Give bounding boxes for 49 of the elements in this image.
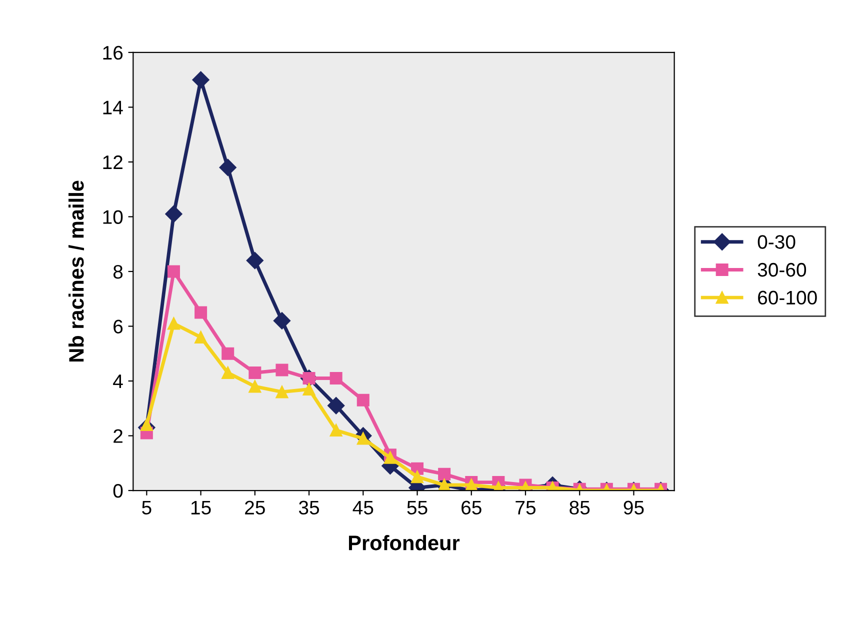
x-tick-label: 15 <box>191 500 211 515</box>
y-tick-label: 14 <box>103 100 123 114</box>
point <box>411 470 424 484</box>
point <box>248 366 262 380</box>
point <box>465 478 478 491</box>
point <box>328 397 345 414</box>
point <box>276 386 288 398</box>
y-tick-label: 16 <box>103 46 123 60</box>
point <box>194 330 208 344</box>
point <box>192 71 210 88</box>
point <box>167 265 180 278</box>
y-tick-label: 0 <box>113 484 123 498</box>
point <box>276 364 288 376</box>
point <box>219 158 236 176</box>
x-tick-label: 75 <box>516 500 536 515</box>
y-tick-label: 6 <box>114 320 123 334</box>
point <box>248 380 262 393</box>
point <box>384 451 396 464</box>
point <box>165 205 182 223</box>
x-tick-label: 5 <box>142 500 152 515</box>
point <box>246 252 264 270</box>
point <box>356 394 370 406</box>
x-tick-label: 45 <box>352 500 374 515</box>
point <box>222 347 234 360</box>
x-axis-title: Profondeur <box>348 535 460 550</box>
point <box>222 366 234 380</box>
x-tick-label: 35 <box>298 500 320 515</box>
x-tick-label: 85 <box>570 500 590 515</box>
point <box>194 306 208 319</box>
y-tick-label: 4 <box>113 374 123 388</box>
x-tick-label: 25 <box>245 500 265 515</box>
x-tick-label: 65 <box>462 500 482 515</box>
point <box>330 372 342 385</box>
legend-label: 60-100 <box>758 290 817 305</box>
point <box>273 312 291 330</box>
x-tick-label: 55 <box>407 500 428 515</box>
point <box>330 424 342 437</box>
point <box>140 418 153 432</box>
point <box>167 317 180 330</box>
y-axis-title: Nb racines / maille <box>68 180 84 362</box>
y-tick-label: 8 <box>113 264 123 279</box>
point <box>302 382 316 396</box>
legend-label: 30-60 <box>758 262 806 277</box>
point <box>438 468 451 480</box>
x-tick-label: 95 <box>624 500 644 515</box>
legend-label: 0-30 <box>758 235 796 249</box>
y-tick-label: 12 <box>103 155 122 170</box>
y-tick-label: 2 <box>114 429 122 443</box>
y-tick-label: 10 <box>103 210 123 224</box>
